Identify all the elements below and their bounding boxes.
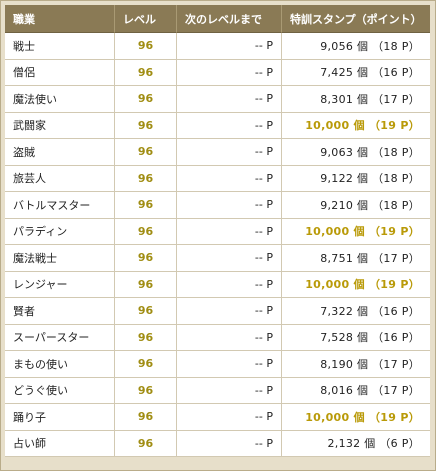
job-level-table: 職業 レベル 次のレベルまで 特訓スタンプ（ポイント） 戦士 96 -- P 9,05… <box>5 5 430 457</box>
next-level-points: -- P <box>177 377 282 404</box>
job-level: 96 <box>115 218 177 245</box>
next-level-points: -- P <box>177 86 282 113</box>
training-stamp: 7,528 個 （16 P） <box>282 324 430 351</box>
table-row: レンジャー 96 -- P 10,000 個 （19 P） <box>5 271 430 298</box>
table-header-row: 職業 レベル 次のレベルまで 特訓スタンプ（ポイント） <box>5 5 430 33</box>
training-stamp: 9,210 個 （18 P） <box>282 192 430 219</box>
next-level-points: -- P <box>177 245 282 272</box>
table-row: 魔法使い 96 -- P 8,301 個 （17 P） <box>5 86 430 113</box>
next-level-points: -- P <box>177 324 282 351</box>
job-level: 96 <box>115 351 177 378</box>
training-stamp: 2,132 個 （6 P） <box>282 430 430 457</box>
table-row: どうぐ使い 96 -- P 8,016 個 （17 P） <box>5 377 430 404</box>
job-level: 96 <box>115 377 177 404</box>
training-stamp: 10,000 個 （19 P） <box>282 271 430 298</box>
job-name: どうぐ使い <box>5 377 115 404</box>
next-level-points: -- P <box>177 33 282 60</box>
table-row: 戦士 96 -- P 9,056 個 （18 P） <box>5 33 430 60</box>
training-stamp: 8,016 個 （17 P） <box>282 377 430 404</box>
table-row: バトルマスター 96 -- P 9,210 個 （18 P） <box>5 192 430 219</box>
training-stamp: 9,122 個 （18 P） <box>282 165 430 192</box>
table-row: 盗賊 96 -- P 9,063 個 （18 P） <box>5 139 430 166</box>
next-level-points: -- P <box>177 192 282 219</box>
job-level: 96 <box>115 324 177 351</box>
job-name: 魔法戦士 <box>5 245 115 272</box>
next-level-points: -- P <box>177 139 282 166</box>
next-level-points: -- P <box>177 404 282 431</box>
next-level-points: -- P <box>177 271 282 298</box>
job-level: 96 <box>115 33 177 60</box>
training-stamp: 8,751 個 （17 P） <box>282 245 430 272</box>
job-level: 96 <box>115 298 177 325</box>
job-name: 魔法使い <box>5 86 115 113</box>
header-training-stamp: 特訓スタンプ（ポイント） <box>282 5 430 33</box>
job-level: 96 <box>115 112 177 139</box>
next-level-points: -- P <box>177 430 282 457</box>
next-level-points: -- P <box>177 112 282 139</box>
table-row: スーパースター 96 -- P 7,528 個 （16 P） <box>5 324 430 351</box>
job-level: 96 <box>115 86 177 113</box>
table-row: 踊り子 96 -- P 10,000 個 （19 P） <box>5 404 430 431</box>
job-name: バトルマスター <box>5 192 115 219</box>
job-name: スーパースター <box>5 324 115 351</box>
next-level-points: -- P <box>177 298 282 325</box>
job-level: 96 <box>115 192 177 219</box>
training-stamp: 10,000 個 （19 P） <box>282 404 430 431</box>
job-level: 96 <box>115 430 177 457</box>
job-name: まもの使い <box>5 351 115 378</box>
training-stamp: 7,425 個 （16 P） <box>282 59 430 86</box>
job-level: 96 <box>115 165 177 192</box>
next-level-points: -- P <box>177 218 282 245</box>
job-name: 占い師 <box>5 430 115 457</box>
table-row: 占い師 96 -- P 2,132 個 （6 P） <box>5 430 430 457</box>
job-name: 旅芸人 <box>5 165 115 192</box>
job-level: 96 <box>115 404 177 431</box>
next-level-points: -- P <box>177 165 282 192</box>
training-stamp: 8,301 個 （17 P） <box>282 86 430 113</box>
header-next-level: 次のレベルまで <box>177 5 282 33</box>
next-level-points: -- P <box>177 59 282 86</box>
table-row: 賢者 96 -- P 7,322 個 （16 P） <box>5 298 430 325</box>
job-name: 戦士 <box>5 33 115 60</box>
table-row: 魔法戦士 96 -- P 8,751 個 （17 P） <box>5 245 430 272</box>
table-body: 戦士 96 -- P 9,056 個 （18 P） 僧侶 96 -- P 7,425 個 （… <box>5 33 430 457</box>
job-name: 武闘家 <box>5 112 115 139</box>
training-stamp: 9,063 個 （18 P） <box>282 139 430 166</box>
training-stamp: 10,000 個 （19 P） <box>282 112 430 139</box>
training-stamp: 9,056 個 （18 P） <box>282 33 430 60</box>
job-level: 96 <box>115 271 177 298</box>
training-stamp: 10,000 個 （19 P） <box>282 218 430 245</box>
header-level: レベル <box>115 5 177 33</box>
job-name: 僧侶 <box>5 59 115 86</box>
job-name: 賢者 <box>5 298 115 325</box>
job-name: レンジャー <box>5 271 115 298</box>
training-stamp: 7,322 個 （16 P） <box>282 298 430 325</box>
table-row: 旅芸人 96 -- P 9,122 個 （18 P） <box>5 165 430 192</box>
job-name: 踊り子 <box>5 404 115 431</box>
job-level: 96 <box>115 59 177 86</box>
table-row: 武闘家 96 -- P 10,000 個 （19 P） <box>5 112 430 139</box>
table-row: パラディン 96 -- P 10,000 個 （19 P） <box>5 218 430 245</box>
header-job: 職業 <box>5 5 115 33</box>
job-name: 盗賊 <box>5 139 115 166</box>
table-row: まもの使い 96 -- P 8,190 個 （17 P） <box>5 351 430 378</box>
table-row: 僧侶 96 -- P 7,425 個 （16 P） <box>5 59 430 86</box>
job-level: 96 <box>115 245 177 272</box>
next-level-points: -- P <box>177 351 282 378</box>
job-level: 96 <box>115 139 177 166</box>
training-stamp: 8,190 個 （17 P） <box>282 351 430 378</box>
job-name: パラディン <box>5 218 115 245</box>
